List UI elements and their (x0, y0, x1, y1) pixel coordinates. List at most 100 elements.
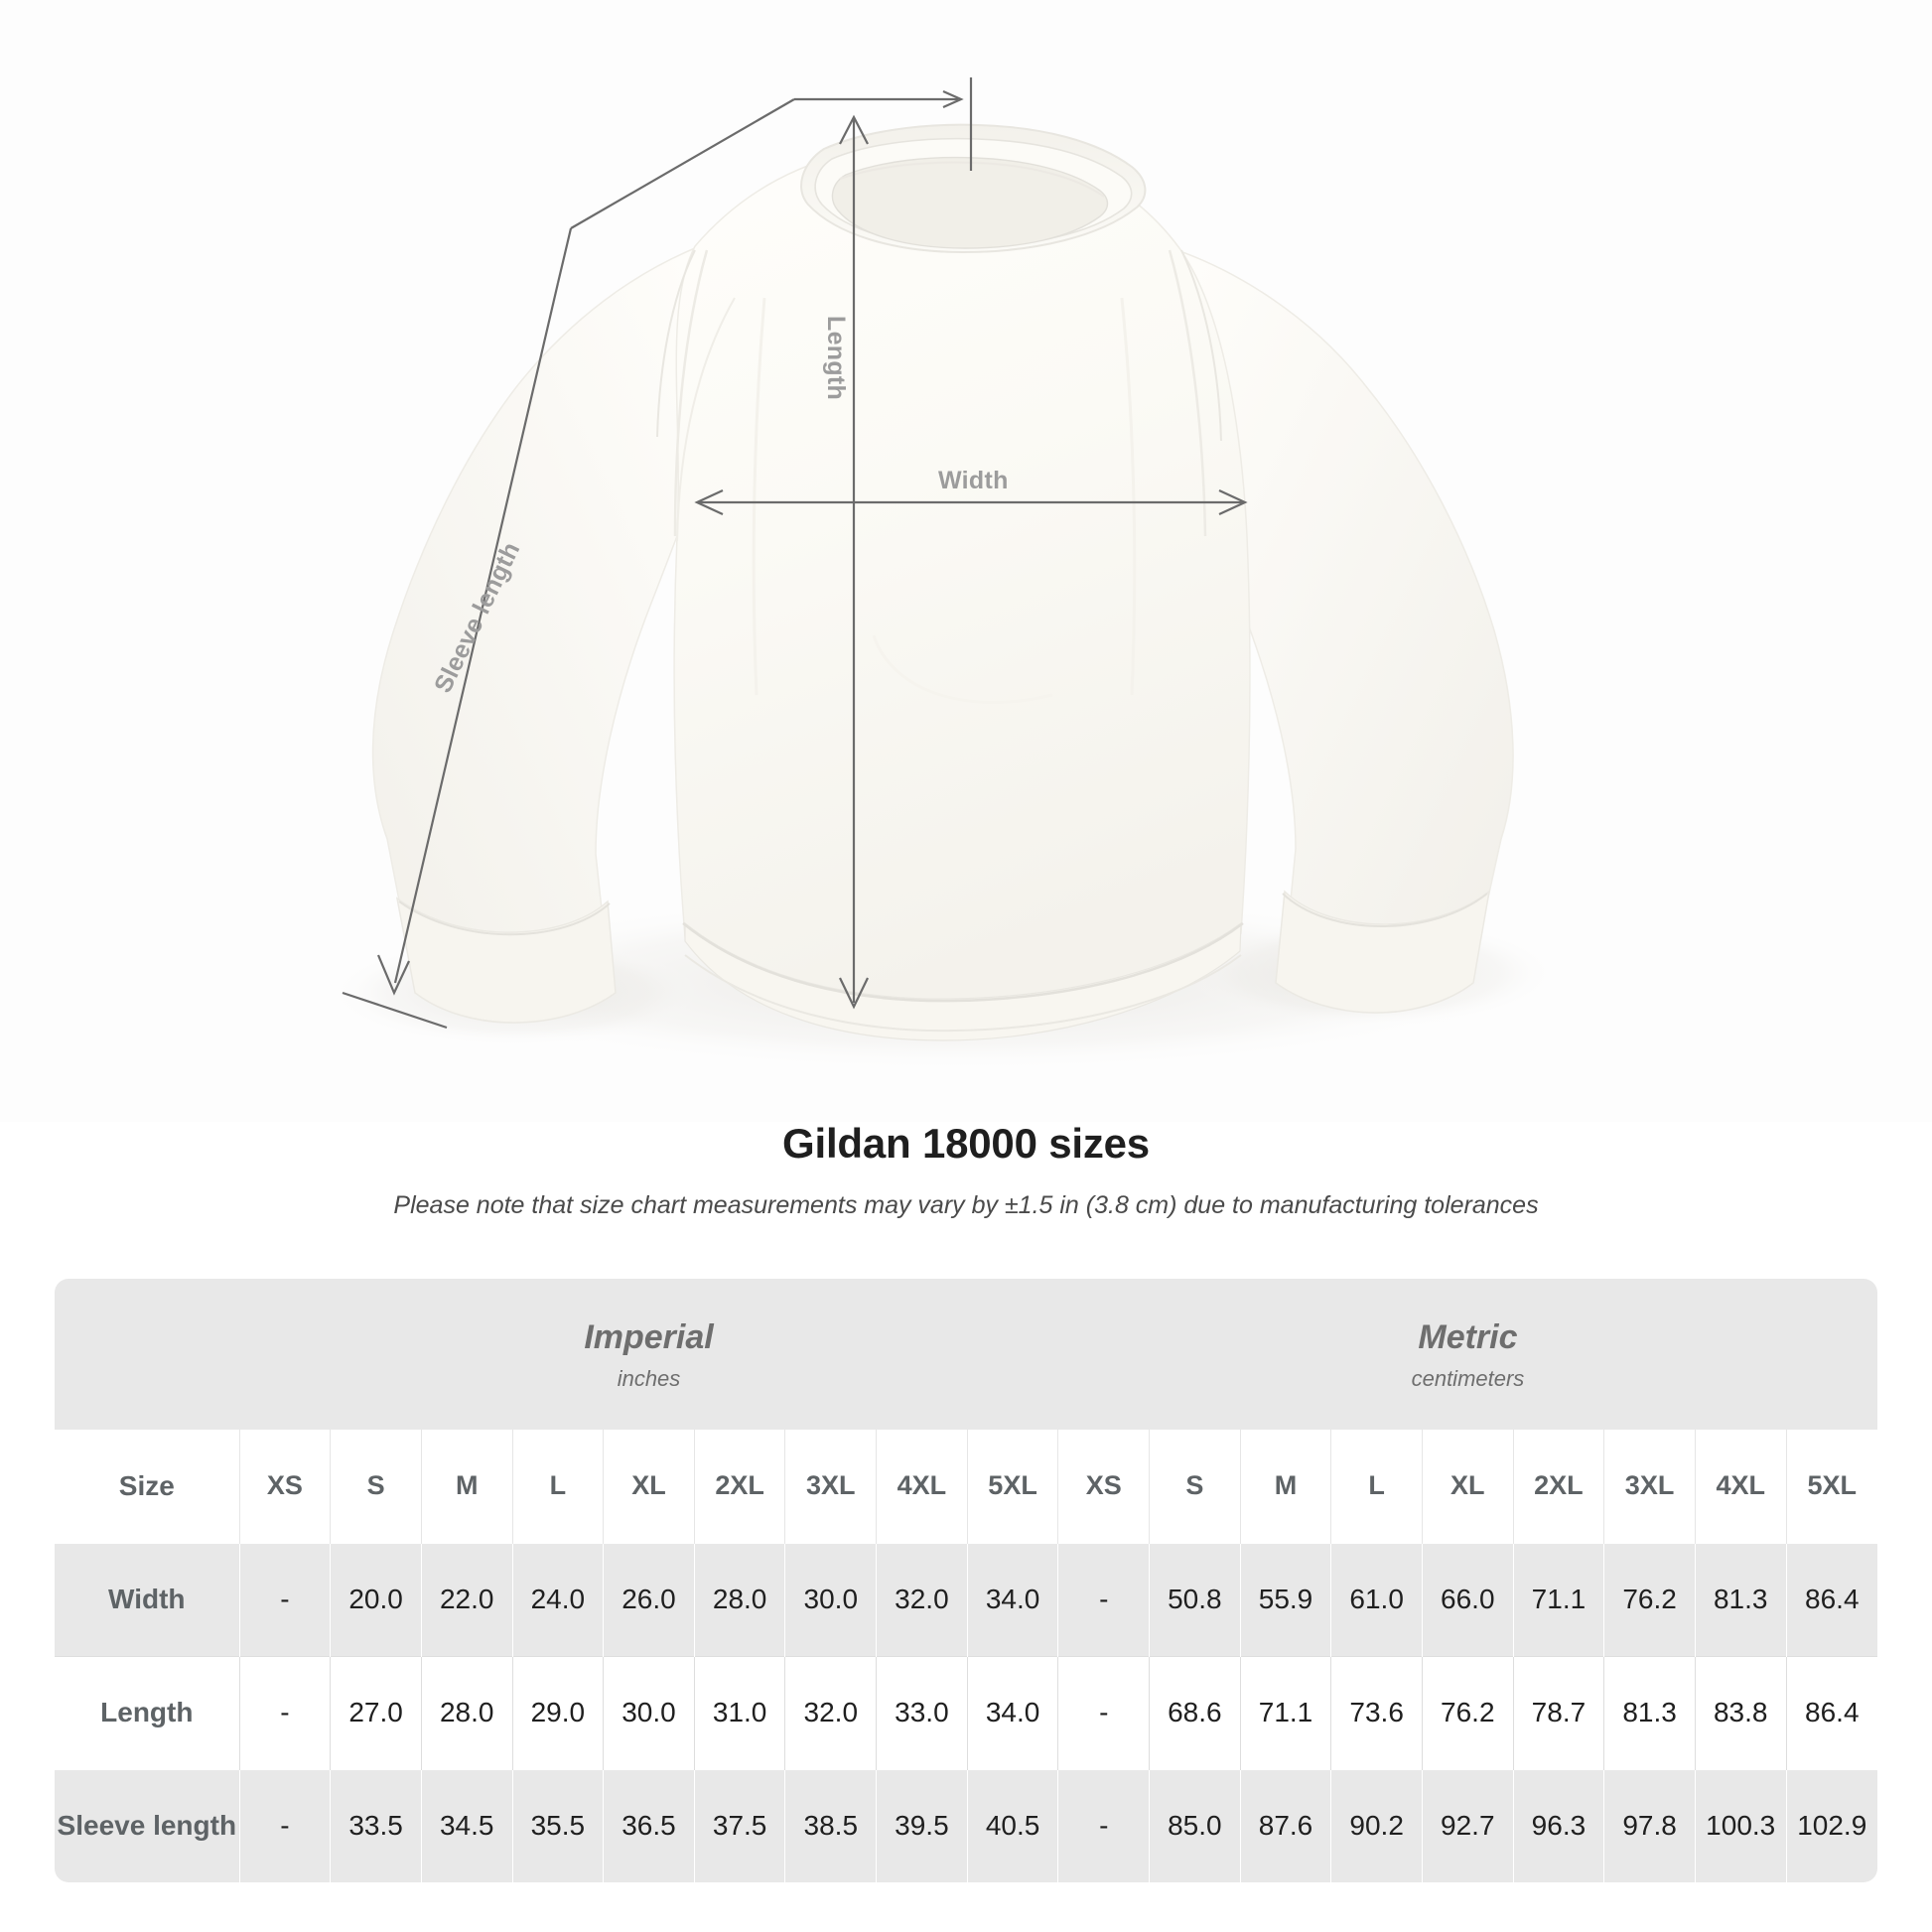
cell-width-5: 28.0 (693, 1542, 785, 1656)
unit-header-row: Imperial inches Metric centimeters (55, 1279, 1877, 1430)
cell-width-15: 76.2 (1603, 1542, 1696, 1656)
unit-group-imperial: Imperial inches (239, 1279, 1058, 1430)
cell-sleeve-10: 85.0 (1149, 1768, 1241, 1882)
cell-length-6: 32.0 (784, 1655, 877, 1769)
col-header-xl-imperial: XL (603, 1430, 695, 1543)
sleeve-arrowhead-right (942, 89, 964, 109)
length-measurement-label: Length (822, 316, 850, 401)
unit-group-metric: Metric centimeters (1057, 1279, 1877, 1430)
table-row: Length - 27.0 28.0 29.0 30.0 31.0 32.0 3… (55, 1655, 1877, 1769)
cell-sleeve-2: 34.5 (420, 1768, 513, 1882)
cell-sleeve-9: - (1057, 1768, 1150, 1882)
cell-length-3: 29.0 (511, 1655, 604, 1769)
unit-sub-imperial: inches (617, 1366, 681, 1392)
col-header-m-metric: M (1239, 1430, 1331, 1543)
cell-width-13: 66.0 (1421, 1542, 1514, 1656)
row-label-length: Length (55, 1655, 240, 1769)
cell-width-17: 86.4 (1785, 1542, 1877, 1656)
col-header-xs-imperial: XS (238, 1430, 331, 1543)
cell-width-4: 26.0 (603, 1542, 695, 1656)
cell-sleeve-17: 102.9 (1785, 1768, 1877, 1882)
cell-length-9: - (1057, 1655, 1150, 1769)
cell-length-5: 31.0 (693, 1655, 785, 1769)
col-header-xs-metric: XS (1057, 1430, 1150, 1543)
cell-width-16: 81.3 (1694, 1542, 1787, 1656)
cell-width-0: - (238, 1542, 331, 1656)
cell-length-13: 76.2 (1421, 1655, 1514, 1769)
sleeve-diagonal (393, 282, 560, 984)
unit-corner-cell (55, 1279, 240, 1430)
col-header-4xl-metric: 4XL (1694, 1430, 1787, 1543)
cell-width-8: 34.0 (966, 1542, 1058, 1656)
cell-length-2: 28.0 (420, 1655, 513, 1769)
title-block: Gildan 18000 sizes Please note that size… (0, 1120, 1932, 1220)
cell-length-10: 68.6 (1149, 1655, 1241, 1769)
cell-width-2: 22.0 (420, 1542, 513, 1656)
unit-title-metric: Metric (1418, 1317, 1518, 1356)
cell-length-17: 86.4 (1785, 1655, 1877, 1769)
cell-sleeve-12: 90.2 (1330, 1768, 1423, 1882)
cell-width-14: 71.1 (1512, 1542, 1604, 1656)
cell-sleeve-7: 39.5 (876, 1768, 968, 1882)
cell-length-0: - (238, 1655, 331, 1769)
col-header-m-imperial: M (420, 1430, 513, 1543)
col-header-l-metric: L (1330, 1430, 1423, 1543)
cell-sleeve-4: 36.5 (603, 1768, 695, 1882)
width-arrowhead-left (694, 489, 724, 515)
cell-width-7: 32.0 (876, 1542, 968, 1656)
sleeve-arrowhead-down (376, 954, 410, 996)
measurement-lines (342, 77, 1248, 1030)
size-chart-table: Imperial inches Metric centimeters Size … (55, 1279, 1877, 1882)
cell-sleeve-11: 87.6 (1239, 1768, 1331, 1882)
col-header-s-imperial: S (330, 1430, 422, 1543)
cell-sleeve-1: 33.5 (330, 1768, 422, 1882)
row-label-width: Width (55, 1542, 240, 1656)
size-chart-table-container: Imperial inches Metric centimeters Size … (55, 1279, 1877, 1882)
table-row: Sleeve length - 33.5 34.5 35.5 36.5 37.5… (55, 1768, 1877, 1882)
cell-width-3: 24.0 (511, 1542, 604, 1656)
col-header-4xl-imperial: 4XL (876, 1430, 968, 1543)
cell-length-1: 27.0 (330, 1655, 422, 1769)
col-header-3xl-imperial: 3XL (784, 1430, 877, 1543)
cell-sleeve-16: 100.3 (1694, 1768, 1787, 1882)
cell-width-12: 61.0 (1330, 1542, 1423, 1656)
cell-width-10: 50.8 (1149, 1542, 1241, 1656)
garment-diagram: Length Width Sleeve length (328, 77, 1559, 1072)
length-arrowhead-up (839, 114, 869, 145)
col-header-3xl-metric: 3XL (1603, 1430, 1696, 1543)
cell-length-12: 73.6 (1330, 1655, 1423, 1769)
width-measurement-label: Width (938, 467, 1009, 494)
cell-width-9: - (1057, 1542, 1150, 1656)
cell-length-11: 71.1 (1239, 1655, 1331, 1769)
sleeve-kink (556, 227, 573, 284)
row-label-sleeve-length: Sleeve length (55, 1768, 240, 1882)
cell-sleeve-8: 40.5 (966, 1768, 1058, 1882)
col-header-s-metric: S (1149, 1430, 1241, 1543)
cell-sleeve-15: 97.8 (1603, 1768, 1696, 1882)
col-header-5xl-metric: 5XL (1785, 1430, 1877, 1543)
cell-length-4: 30.0 (603, 1655, 695, 1769)
cell-length-16: 83.8 (1694, 1655, 1787, 1769)
cell-width-6: 30.0 (784, 1542, 877, 1656)
length-arrowhead-down (839, 977, 869, 1010)
cell-width-1: 20.0 (330, 1542, 422, 1656)
cell-sleeve-14: 96.3 (1512, 1768, 1604, 1882)
col-header-xl-metric: XL (1421, 1430, 1514, 1543)
tolerance-note: Please note that size chart measurements… (393, 1191, 1539, 1219)
unit-title-imperial: Imperial (584, 1317, 714, 1356)
size-header-row: Size XS S M L XL 2XL 3XL 4XL 5XL XS S M … (55, 1430, 1877, 1543)
cell-length-14: 78.7 (1512, 1655, 1604, 1769)
cell-sleeve-0: - (238, 1768, 331, 1882)
page-title: Gildan 18000 sizes (782, 1120, 1150, 1167)
col-header-2xl-imperial: 2XL (693, 1430, 785, 1543)
table-row: Width - 20.0 22.0 24.0 26.0 28.0 30.0 32… (55, 1542, 1877, 1656)
sleeve-end-marker (342, 991, 448, 1030)
cell-length-8: 34.0 (966, 1655, 1058, 1769)
cell-length-15: 81.3 (1603, 1655, 1696, 1769)
cell-sleeve-6: 38.5 (784, 1768, 877, 1882)
sleeve-shoulder-diagonal (570, 98, 795, 229)
col-header-5xl-imperial: 5XL (966, 1430, 1058, 1543)
cell-sleeve-13: 92.7 (1421, 1768, 1514, 1882)
cell-sleeve-5: 37.5 (693, 1768, 785, 1882)
